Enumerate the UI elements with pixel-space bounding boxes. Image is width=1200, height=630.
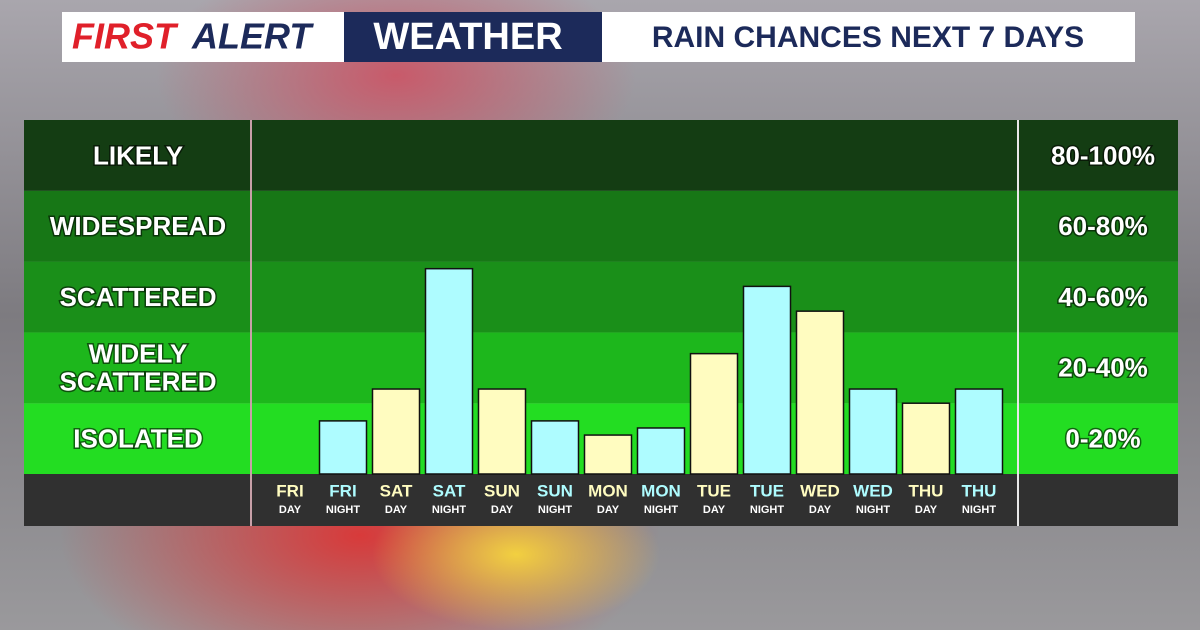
- x-tick-part: NIGHT: [856, 504, 891, 516]
- brand-alert: ALERT: [191, 16, 314, 57]
- bar: [636, 427, 686, 475]
- x-tick-part: DAY: [279, 504, 302, 516]
- x-tick-day: FRI: [329, 481, 356, 500]
- title-box: [344, 12, 602, 62]
- x-tick-part: NIGHT: [538, 504, 573, 516]
- x-tick-day: THU: [962, 481, 997, 500]
- band: [24, 190, 1178, 262]
- x-tick-day: SUN: [537, 481, 573, 500]
- x-tick-day: MON: [641, 481, 681, 500]
- bar: [424, 267, 474, 475]
- x-tick-part: DAY: [385, 504, 408, 516]
- x-tick-day: THU: [909, 481, 944, 500]
- x-tick-day: TUE: [750, 481, 784, 500]
- x-tick-day: MON: [588, 481, 628, 500]
- x-tick-day: TUE: [697, 481, 731, 500]
- band-range: 20-40%: [1058, 353, 1148, 383]
- bar: [583, 434, 633, 475]
- band-label: WIDELY: [89, 339, 188, 369]
- x-tick-part: DAY: [597, 504, 620, 516]
- band-label: LIKELY: [93, 140, 183, 170]
- x-tick-day: WED: [853, 481, 893, 500]
- bar: [371, 388, 421, 475]
- bar: [954, 388, 1004, 475]
- band-label: WIDESPREAD: [50, 211, 226, 241]
- band-label: SCATTERED: [60, 367, 217, 397]
- x-tick-part: NIGHT: [432, 504, 467, 516]
- x-tick-day: FRI: [276, 481, 303, 500]
- x-tick-day: SUN: [484, 481, 520, 500]
- bar: [901, 402, 951, 475]
- x-tick-part: DAY: [809, 504, 832, 516]
- x-tick-part: NIGHT: [962, 504, 997, 516]
- band-range: 60-80%: [1058, 211, 1148, 241]
- x-tick-part: DAY: [915, 504, 938, 516]
- x-tick-day: SAT: [380, 481, 413, 500]
- band: [24, 120, 1178, 191]
- x-tick-day: SAT: [433, 481, 466, 500]
- bar: [795, 310, 845, 475]
- x-tick-part: DAY: [703, 504, 726, 516]
- brand-first: FIRST: [72, 16, 179, 57]
- brand-box: [62, 12, 344, 62]
- band-range: 0-20%: [1065, 423, 1140, 453]
- bar: [848, 388, 898, 475]
- band: [24, 261, 1178, 333]
- bar: [530, 420, 580, 475]
- x-tick-part: NIGHT: [326, 504, 361, 516]
- subtitle: RAIN CHANCES NEXT 7 DAYS: [652, 21, 1084, 54]
- x-tick-part: NIGHT: [644, 504, 679, 516]
- bar: [477, 388, 527, 475]
- band-label: SCATTERED: [60, 282, 217, 312]
- title: WEATHER: [373, 16, 562, 58]
- bar: [742, 285, 792, 475]
- label-strip: [24, 474, 1178, 526]
- band-range: 40-60%: [1058, 282, 1148, 312]
- subtitle-box: [602, 12, 1135, 62]
- bar: [318, 420, 368, 475]
- x-tick-part: DAY: [491, 504, 514, 516]
- x-tick-part: NIGHT: [750, 504, 785, 516]
- band-range: 80-100%: [1051, 140, 1155, 170]
- x-tick-day: WED: [800, 481, 840, 500]
- band-label: ISOLATED: [73, 423, 203, 453]
- bar: [689, 352, 739, 475]
